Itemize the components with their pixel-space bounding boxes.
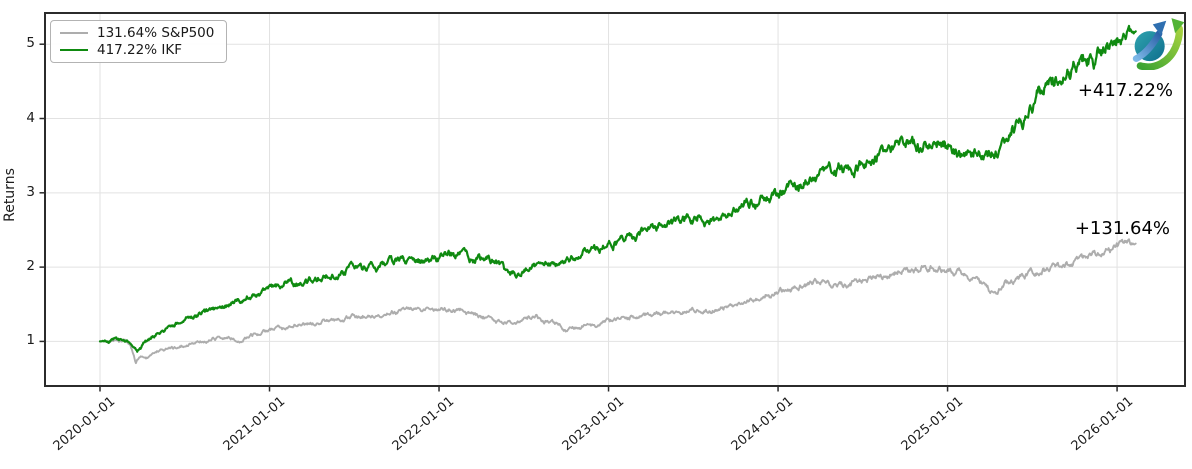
y-tick-label: 3 xyxy=(26,183,35,200)
y-tick-label: 1 xyxy=(26,332,35,349)
brand-logo xyxy=(1132,14,1186,71)
legend-label-sp500: 131.64% S&P500 xyxy=(97,25,215,42)
series-line-sp500 xyxy=(99,238,1137,365)
annotation-sp500-return: +131.64% xyxy=(1074,218,1170,239)
y-tick-label: 2 xyxy=(26,258,35,275)
series-line-ikf xyxy=(98,24,1137,353)
y-tick-label: 5 xyxy=(26,35,35,52)
legend-item-ikf: 417.22% IKF xyxy=(60,42,216,59)
blue-growth-arrow-icon xyxy=(1132,20,1167,62)
y-tick-label: 4 xyxy=(26,109,35,126)
plot-border xyxy=(44,12,1186,387)
legend-line-sample-sp500 xyxy=(60,32,88,35)
legend-item-sp500: 131.64% S&P500 xyxy=(60,25,216,42)
legend-line-sample-ikf xyxy=(60,48,88,51)
annotation-ikf-return: +417.22% xyxy=(1077,80,1173,101)
legend: 131.64% S&P500 417.22% IKF xyxy=(50,20,227,63)
legend-label-ikf: 417.22% IKF xyxy=(97,41,182,58)
green-growth-arrow-icon xyxy=(1136,18,1185,71)
